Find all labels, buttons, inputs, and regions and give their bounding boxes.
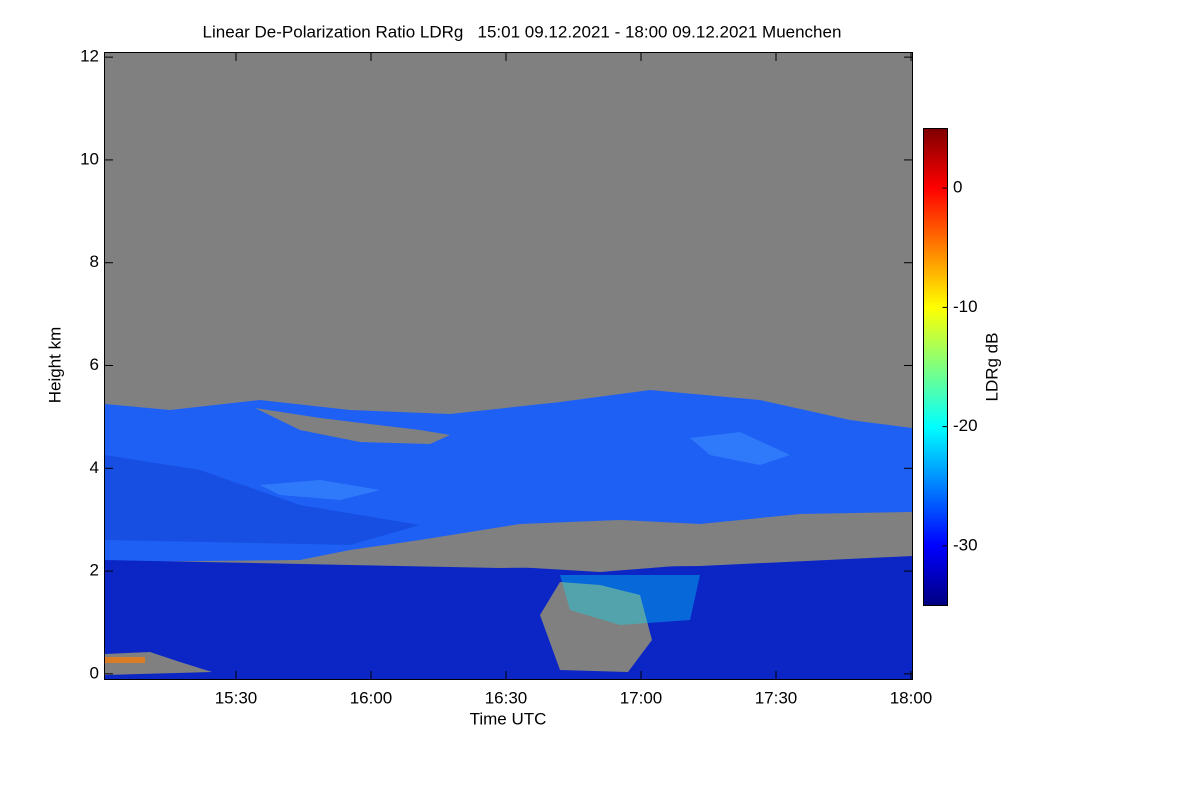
colorbar-label: LDRg dB bbox=[982, 333, 1001, 402]
colorbar-tick-label: -20 bbox=[953, 416, 978, 435]
colorbar-tick-label: -10 bbox=[953, 297, 978, 316]
y-tick-label: 4 bbox=[90, 458, 99, 477]
plot-frame bbox=[104, 52, 913, 680]
colorbar bbox=[923, 128, 948, 606]
y-tick-label: 0 bbox=[90, 663, 99, 682]
y-tick-label: 8 bbox=[90, 252, 99, 271]
x-axis-label: Time UTC bbox=[470, 709, 547, 728]
x-tick-label: 16:30 bbox=[485, 688, 528, 707]
x-tick-label: 18:00 bbox=[890, 688, 933, 707]
y-tick-label: 6 bbox=[90, 355, 99, 374]
x-tick-label: 17:30 bbox=[755, 688, 798, 707]
y-tick-label: 10 bbox=[80, 149, 99, 168]
colorbar-tick-label: 0 bbox=[953, 178, 962, 197]
x-tick-label: 16:00 bbox=[350, 688, 393, 707]
x-tick-label: 15:30 bbox=[215, 688, 258, 707]
y-tick-label: 2 bbox=[90, 561, 99, 580]
colorbar-tick-label: -30 bbox=[953, 535, 978, 554]
chart-title: Linear De-Polarization Ratio LDRg 15:01 … bbox=[203, 22, 842, 41]
y-axis-label: Height km bbox=[45, 327, 64, 404]
ldr-field bbox=[105, 52, 912, 679]
y-tick-label: 12 bbox=[80, 47, 99, 66]
x-tick-label: 17:00 bbox=[620, 688, 663, 707]
